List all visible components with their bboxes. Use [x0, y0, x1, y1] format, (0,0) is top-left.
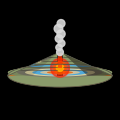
- Polygon shape: [8, 66, 112, 78]
- Circle shape: [57, 20, 65, 27]
- Polygon shape: [63, 67, 100, 70]
- Polygon shape: [32, 69, 88, 76]
- Polygon shape: [63, 53, 112, 76]
- Polygon shape: [25, 68, 95, 76]
- Polygon shape: [8, 64, 112, 87]
- Polygon shape: [63, 64, 93, 67]
- Circle shape: [56, 44, 62, 51]
- Polygon shape: [58, 53, 62, 68]
- Polygon shape: [8, 53, 57, 76]
- Polygon shape: [8, 53, 112, 76]
- Polygon shape: [63, 70, 112, 76]
- Circle shape: [56, 64, 64, 71]
- Circle shape: [57, 49, 63, 56]
- Polygon shape: [41, 57, 57, 61]
- Polygon shape: [40, 70, 80, 75]
- Polygon shape: [8, 53, 112, 87]
- Polygon shape: [63, 61, 86, 64]
- Polygon shape: [47, 71, 73, 74]
- Polygon shape: [17, 68, 103, 77]
- Polygon shape: [59, 53, 61, 76]
- Polygon shape: [63, 53, 72, 57]
- Polygon shape: [8, 66, 112, 78]
- Circle shape: [58, 40, 65, 47]
- Polygon shape: [48, 53, 57, 57]
- Circle shape: [54, 24, 63, 33]
- Circle shape: [51, 58, 69, 77]
- Polygon shape: [57, 53, 63, 76]
- Polygon shape: [34, 61, 57, 64]
- Circle shape: [54, 62, 66, 74]
- Polygon shape: [27, 64, 57, 67]
- Polygon shape: [8, 70, 57, 76]
- Circle shape: [55, 35, 63, 42]
- Circle shape: [57, 30, 65, 38]
- Polygon shape: [63, 57, 79, 61]
- Polygon shape: [20, 67, 57, 70]
